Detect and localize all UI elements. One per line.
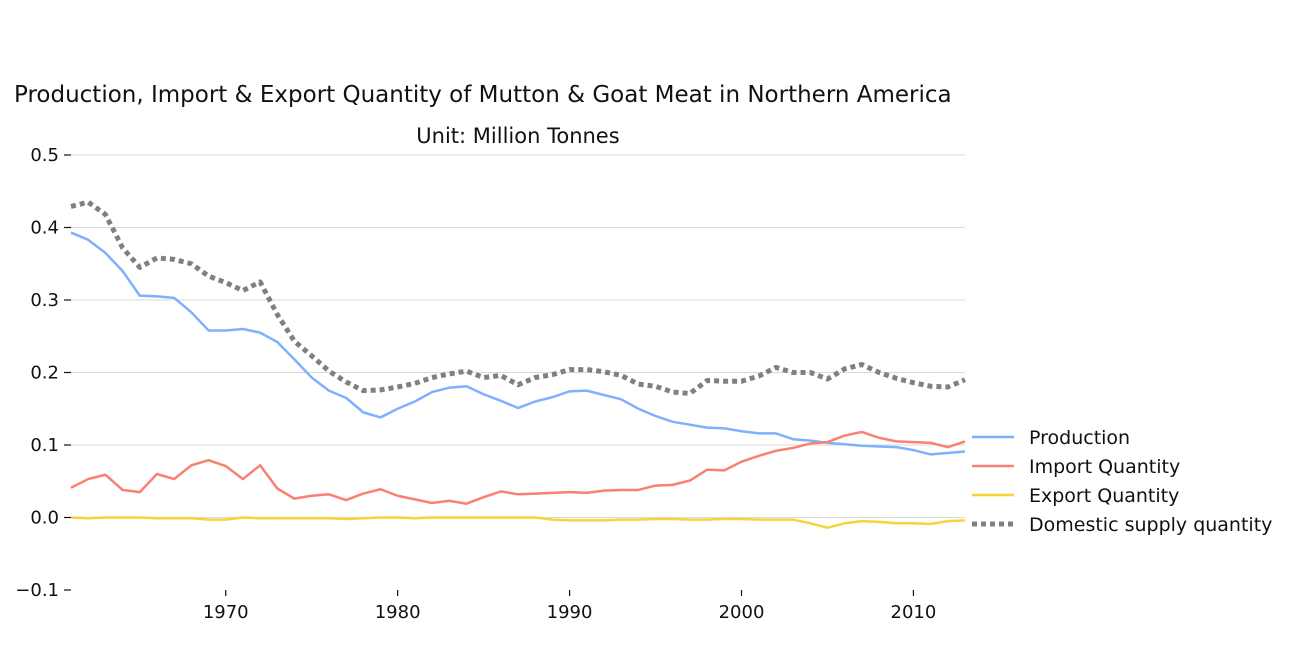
series-lines — [70, 199, 966, 529]
x-tick-label: 2010 — [891, 602, 937, 623]
y-tick-label: −0.1 — [15, 580, 59, 601]
x-tick-label: 1990 — [547, 602, 593, 623]
axes: −0.1 0.0 0.1 0.2 0.3 0.4 0.5 1970 1980 1990 2000 20… — [15, 145, 936, 623]
x-tick-label: 1980 — [375, 602, 421, 623]
legend-label-export-quantity: Export Quantity — [1029, 485, 1179, 507]
legend-label-production: Production — [1029, 427, 1130, 449]
series-line-domestic-supply-quantity — [70, 199, 966, 397]
y-tick-label: 0.5 — [30, 145, 59, 166]
y-tick-label: 0.1 — [30, 435, 59, 456]
gridlines — [71, 154, 965, 518]
y-tick-label: 0.0 — [30, 508, 59, 529]
series-line-import-quantity — [70, 430, 966, 505]
legend: Production Import Quantity Export Quantity… — [972, 427, 1272, 536]
chart-title: Production, Import & Export Quantity of … — [14, 82, 952, 108]
legend-label-import-quantity: Import Quantity — [1029, 456, 1180, 478]
y-tick-label: 0.3 — [30, 290, 59, 311]
y-tick-label: 0.2 — [30, 363, 59, 384]
series-line-export-quantity — [70, 516, 966, 529]
y-tick-label: 0.4 — [30, 218, 59, 239]
series-line-production — [70, 231, 966, 456]
x-tick-label: 1970 — [203, 602, 249, 623]
chart-subtitle: Unit: Million Tonnes — [416, 124, 620, 148]
legend-label-domestic-supply-quantity: Domestic supply quantity — [1029, 514, 1272, 536]
x-tick-label: 2000 — [719, 602, 765, 623]
